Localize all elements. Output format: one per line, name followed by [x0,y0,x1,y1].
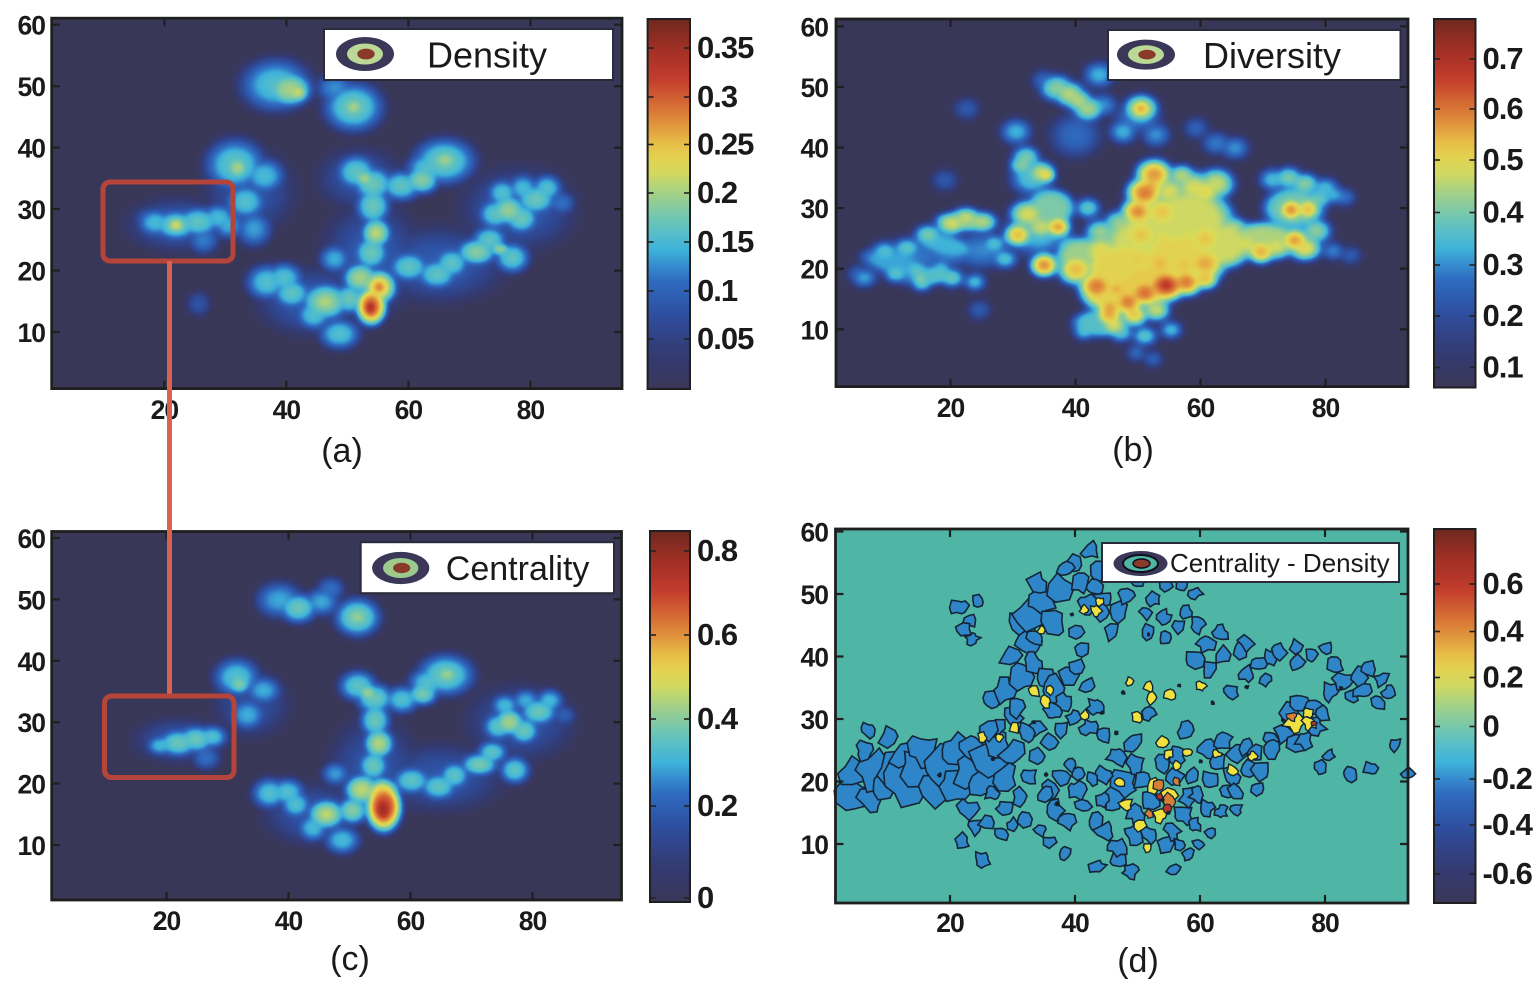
svg-text:0.7: 0.7 [1483,41,1523,76]
svg-text:0.4: 0.4 [697,701,739,736]
svg-text:30: 30 [801,194,829,224]
svg-text:40: 40 [1061,908,1089,938]
svg-text:0.8: 0.8 [697,533,738,568]
svg-text:60: 60 [801,518,829,548]
svg-text:20: 20 [151,395,179,425]
svg-text:0.35: 0.35 [697,30,754,65]
svg-text:60: 60 [801,12,829,42]
svg-text:20: 20 [153,906,181,936]
svg-text:(d): (d) [1117,942,1159,980]
svg-text:80: 80 [517,395,545,425]
svg-text:Centrality: Centrality [446,550,590,588]
svg-text:0.6: 0.6 [697,617,738,652]
svg-text:(a): (a) [321,432,363,470]
svg-text:0.1: 0.1 [1483,350,1524,385]
svg-text:0.15: 0.15 [697,224,754,259]
svg-text:10: 10 [18,318,46,348]
svg-text:10: 10 [801,830,829,860]
svg-text:-0.6: -0.6 [1483,856,1533,891]
svg-text:50: 50 [801,73,829,103]
svg-text:0.2: 0.2 [697,175,737,210]
svg-text:0.4: 0.4 [1483,195,1525,230]
svg-text:Density: Density [427,35,547,76]
svg-text:50: 50 [18,72,46,102]
svg-text:0.2: 0.2 [697,788,737,823]
svg-text:0.4: 0.4 [1483,614,1525,649]
svg-text:40: 40 [275,906,303,936]
svg-text:Diversity: Diversity [1203,35,1341,76]
svg-text:20: 20 [937,393,965,423]
svg-text:60: 60 [397,906,425,936]
svg-text:0.05: 0.05 [697,321,754,356]
svg-text:20: 20 [936,908,964,938]
svg-text:50: 50 [801,580,829,610]
svg-text:(b): (b) [1112,431,1154,469]
svg-text:10: 10 [801,315,829,345]
svg-text:60: 60 [18,524,46,554]
svg-text:40: 40 [1062,393,1090,423]
svg-text:60: 60 [1186,908,1214,938]
svg-text:40: 40 [18,134,46,164]
svg-text:0.6: 0.6 [1483,91,1524,126]
svg-text:-0.2: -0.2 [1483,761,1532,796]
svg-text:40: 40 [18,647,46,677]
svg-text:20: 20 [801,768,829,798]
svg-text:(c): (c) [330,940,370,978]
svg-text:40: 40 [801,134,829,164]
svg-text:30: 30 [18,708,46,738]
svg-text:20: 20 [801,255,829,285]
svg-text:0.3: 0.3 [1483,247,1524,282]
svg-text:-0.4: -0.4 [1483,807,1534,842]
svg-text:60: 60 [1187,393,1215,423]
svg-text:80: 80 [1312,393,1340,423]
svg-text:30: 30 [801,705,829,735]
svg-text:20: 20 [18,257,46,287]
svg-text:0.2: 0.2 [1483,660,1523,695]
svg-text:0: 0 [697,880,713,915]
svg-text:50: 50 [18,585,46,615]
svg-text:Centrality - Density: Centrality - Density [1170,548,1390,578]
svg-text:60: 60 [395,395,423,425]
svg-text:40: 40 [801,643,829,673]
svg-text:0.5: 0.5 [1483,142,1524,177]
svg-text:0.3: 0.3 [697,79,738,114]
svg-text:0.2: 0.2 [1483,298,1523,333]
svg-text:0.25: 0.25 [697,127,754,162]
svg-text:30: 30 [18,195,46,225]
svg-text:0.1: 0.1 [697,273,738,308]
svg-text:80: 80 [519,906,547,936]
svg-text:0: 0 [1483,709,1499,744]
svg-text:10: 10 [18,831,46,861]
svg-text:80: 80 [1311,908,1339,938]
svg-text:20: 20 [18,770,46,800]
svg-text:40: 40 [273,395,301,425]
svg-text:0.6: 0.6 [1483,566,1524,601]
svg-text:60: 60 [18,11,46,41]
